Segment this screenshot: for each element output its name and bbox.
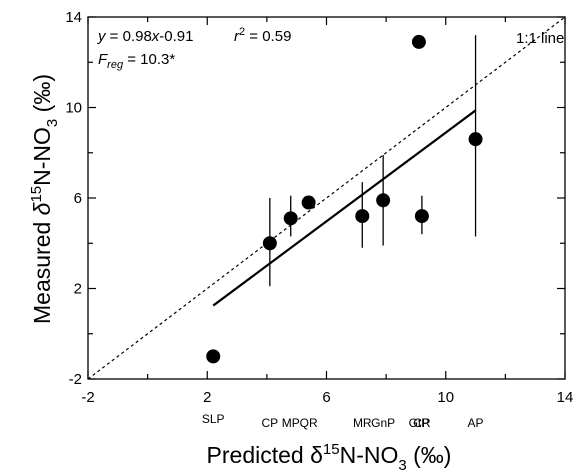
data-point-cp [262,236,277,251]
site-label-mr: MR [353,416,372,430]
site-label-gnp: GnP [371,416,395,430]
data-point-qr [301,195,316,210]
y-tick-label: 2 [74,281,82,298]
regression-equation: y = 0.98x-0.91 [97,28,194,45]
x-tick-label: 14 [557,389,574,406]
data-point-gtp [411,34,426,49]
y-tick-label: -2 [69,371,82,388]
one-to-one-line [87,16,566,380]
y-tick-label: 6 [74,190,82,207]
f-statistic: Freg = 10.3* [98,51,175,71]
site-label-mp: MP [282,416,300,430]
y-tick-label: 10 [65,100,82,117]
x-tick-label: 10 [437,389,454,406]
data-point-cr [414,209,429,224]
site-label-slp: SLP [202,412,225,426]
data-point-ap [468,132,483,147]
regression-line [212,109,477,307]
x-axis-label: Predicted δ15N-NO3 (‰) [207,441,452,474]
r-squared: r2 = 0.59 [234,26,291,45]
site-label-cp: CP [262,416,279,430]
x-tick-label: 2 [203,389,211,406]
y-tick-label: 14 [65,9,82,26]
site-label-ap: AP [468,416,484,430]
data-point-mr [355,209,370,224]
x-tick-label: 6 [322,389,330,406]
data-point-mp [283,211,298,226]
one-to-one-label: 1:1 line [516,30,564,47]
site-label-cr: CR [413,416,431,430]
data-point-gnp [376,193,391,208]
site-label-qr: QR [300,416,318,430]
data-point-slp [206,349,221,364]
y-axis-label: Measured δ15N-NO3 (‰) [28,74,61,324]
x-tick-label: -2 [81,389,94,406]
site-label-gtp: GtP [409,416,430,430]
